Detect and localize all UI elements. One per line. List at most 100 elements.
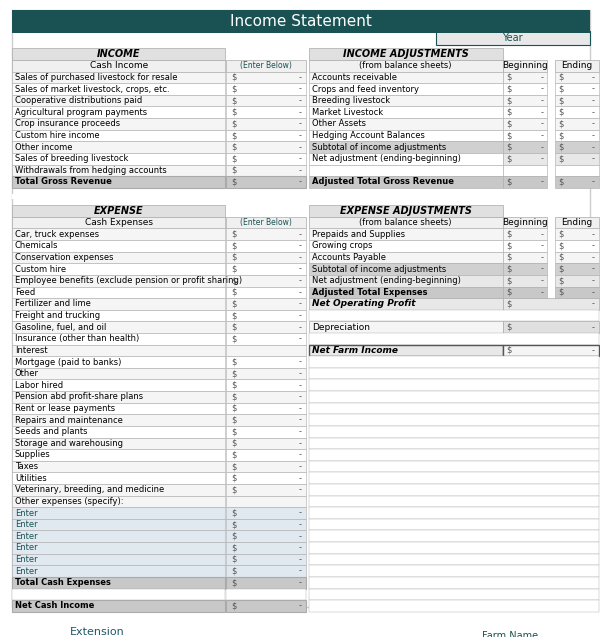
Text: -: - <box>299 73 302 82</box>
Bar <box>226 345 306 356</box>
Bar <box>12 83 225 95</box>
Text: $: $ <box>231 543 236 552</box>
Text: Subtotal of income adjustments: Subtotal of income adjustments <box>312 143 446 152</box>
Text: $: $ <box>506 288 512 297</box>
Bar <box>436 31 590 45</box>
Text: -: - <box>299 108 302 117</box>
Bar <box>226 322 306 333</box>
Bar <box>12 194 305 199</box>
Bar <box>226 565 306 577</box>
Text: -: - <box>592 108 595 117</box>
Text: Enter: Enter <box>15 532 38 541</box>
Text: $: $ <box>231 555 236 564</box>
Bar <box>309 263 503 275</box>
Text: $: $ <box>558 143 563 152</box>
Text: -: - <box>299 241 302 250</box>
Text: -: - <box>299 427 302 436</box>
Bar <box>12 345 225 356</box>
Text: -: - <box>592 96 595 105</box>
Bar <box>12 141 225 153</box>
Text: $: $ <box>231 415 236 425</box>
Bar <box>12 414 225 426</box>
Text: -: - <box>299 166 302 175</box>
Text: $: $ <box>231 369 236 378</box>
Bar <box>226 263 306 275</box>
Bar <box>309 461 599 473</box>
Bar <box>431 629 590 637</box>
Text: Enter: Enter <box>15 520 38 529</box>
Text: Taxes: Taxes <box>15 462 38 471</box>
Text: Accounts receivable: Accounts receivable <box>312 73 397 82</box>
Text: -: - <box>299 462 302 471</box>
Text: (from balance sheets): (from balance sheets) <box>359 218 452 227</box>
Text: Sales of breeding livestock: Sales of breeding livestock <box>15 154 128 163</box>
Bar <box>309 600 599 612</box>
Text: -: - <box>592 85 595 94</box>
Text: $: $ <box>506 108 512 117</box>
Bar <box>309 414 599 426</box>
Bar <box>309 449 599 461</box>
Bar <box>226 217 306 229</box>
Text: $: $ <box>558 241 563 250</box>
Text: -: - <box>540 96 543 105</box>
Bar <box>309 205 503 217</box>
Text: Net Farm Income: Net Farm Income <box>312 346 398 355</box>
Text: $: $ <box>231 601 236 610</box>
Text: -: - <box>299 131 302 140</box>
Bar <box>503 153 547 164</box>
Bar <box>503 345 599 356</box>
Bar <box>436 30 590 33</box>
Bar <box>226 391 306 403</box>
Text: Net adjustment (ending-beginning): Net adjustment (ending-beginning) <box>312 276 461 285</box>
Bar <box>226 106 306 118</box>
Text: -: - <box>592 253 595 262</box>
Bar <box>503 240 547 252</box>
Text: $: $ <box>506 143 512 152</box>
Text: $: $ <box>558 276 563 285</box>
Text: -: - <box>299 450 302 459</box>
Text: Ending: Ending <box>562 218 593 227</box>
Text: -: - <box>540 85 543 94</box>
Text: -: - <box>592 154 595 163</box>
Text: $: $ <box>231 166 236 175</box>
Bar <box>503 176 547 188</box>
Bar <box>226 496 306 507</box>
Text: -: - <box>299 288 302 297</box>
Bar <box>226 438 306 449</box>
Bar <box>12 577 225 589</box>
Text: -: - <box>299 143 302 152</box>
Bar <box>12 624 172 637</box>
Bar <box>12 565 225 577</box>
Text: -: - <box>299 334 302 343</box>
Bar <box>309 484 599 496</box>
Bar <box>226 589 306 600</box>
Bar <box>555 130 599 141</box>
Text: $: $ <box>506 73 512 82</box>
Bar <box>309 507 599 519</box>
Bar <box>503 263 547 275</box>
Bar <box>309 83 503 95</box>
Text: -: - <box>299 392 302 401</box>
Text: $: $ <box>558 73 563 82</box>
Text: -: - <box>592 143 595 152</box>
Bar <box>309 322 503 333</box>
Text: -: - <box>299 404 302 413</box>
Bar <box>12 461 225 473</box>
Text: -: - <box>299 439 302 448</box>
Bar <box>309 141 503 153</box>
Bar <box>226 403 306 414</box>
Bar <box>12 176 225 188</box>
Text: $: $ <box>506 131 512 140</box>
Text: Employee benefits (exclude pension or profit sharing): Employee benefits (exclude pension or pr… <box>15 276 242 285</box>
Bar <box>503 275 547 287</box>
Text: $: $ <box>231 230 236 239</box>
Bar <box>12 252 225 263</box>
Text: $: $ <box>231 96 236 105</box>
Text: -: - <box>592 230 595 239</box>
Text: -: - <box>299 178 302 187</box>
Bar <box>12 60 225 71</box>
Bar <box>309 310 599 322</box>
Text: Cash Expenses: Cash Expenses <box>85 218 152 227</box>
Text: Storage and warehousing: Storage and warehousing <box>15 439 123 448</box>
Bar <box>309 60 503 71</box>
